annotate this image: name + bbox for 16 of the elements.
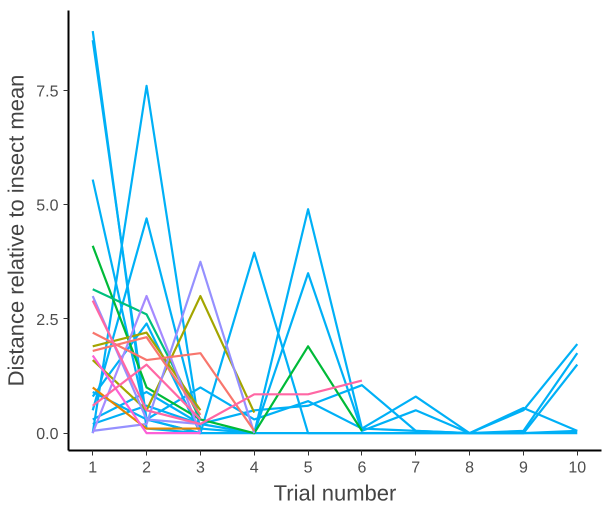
y-tick-label: 5.0	[36, 198, 59, 215]
x-tick-label: 7	[411, 460, 420, 476]
x-tick-label: 1	[88, 460, 98, 476]
x-axis-title: Trial number	[274, 480, 396, 506]
y-tick-label: 2.5	[36, 312, 59, 329]
x-tick-label: 8	[465, 460, 474, 476]
y-tick-label: 7.5	[36, 83, 59, 100]
x-tick-label: 2	[142, 460, 152, 476]
x-tick-label: 5	[304, 460, 313, 476]
y-axis-title: Distance relative to insect mean	[3, 74, 28, 386]
y-tick-label: 0.0	[36, 426, 59, 444]
x-tick-label: 3	[196, 460, 205, 476]
x-tick-label: 6	[357, 460, 366, 476]
x-tick-label: 4	[250, 460, 259, 476]
x-tick-label: 10	[568, 460, 586, 476]
x-tick-label: 9	[518, 460, 528, 476]
